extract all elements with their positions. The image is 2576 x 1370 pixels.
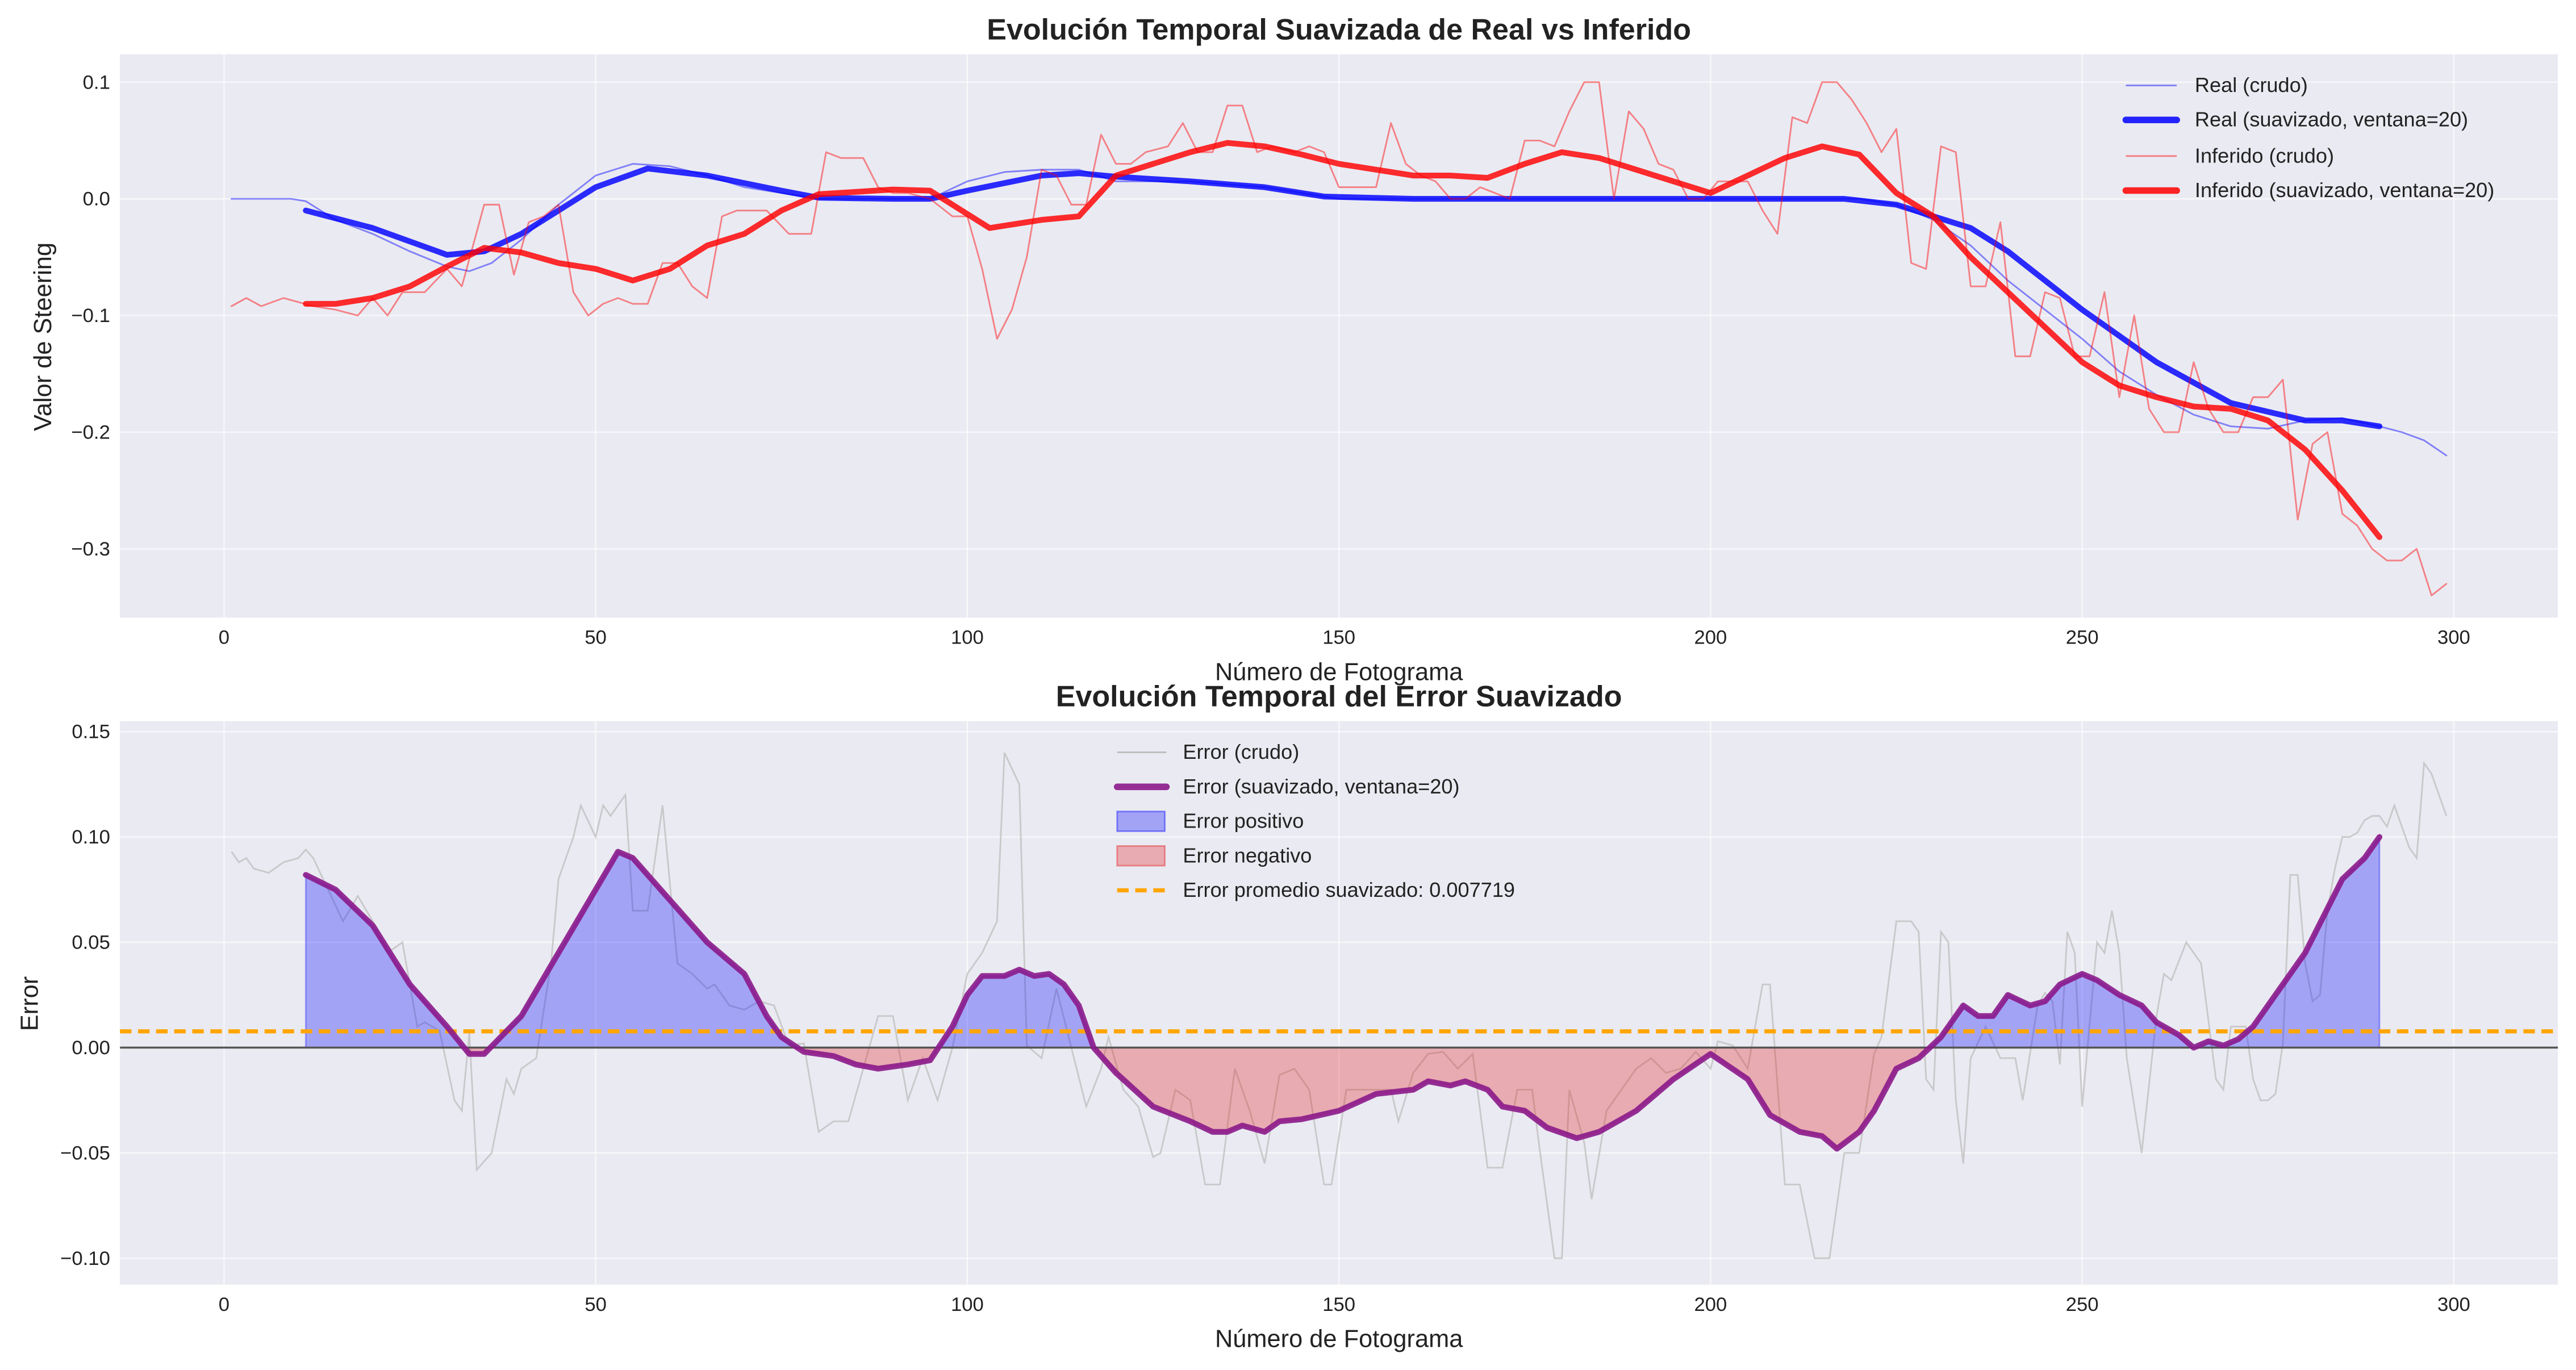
- bottom-y-axis-label: Error: [16, 976, 44, 1031]
- x-tick-label: 300: [2437, 1294, 2470, 1315]
- y-tick-label: −0.3: [71, 538, 110, 560]
- real-smoothed-line: [303, 165, 2383, 429]
- bottom-chart: 0 50 100 150 200 250 300 0.15 0.10 0.05 0.00 −0.05 −…: [16, 680, 2558, 1353]
- y-tick-label: −0.2: [71, 421, 110, 443]
- legend-label-real-smoothed: Real (suavizado, ventana=20): [2195, 108, 2468, 131]
- legend-swatch-error-negative: [1116, 845, 1166, 867]
- y-tick-label: 0.0: [83, 189, 110, 210]
- legend-label-error-negative: Error negativo: [1183, 843, 1312, 867]
- x-tick-label: 0: [219, 1294, 229, 1315]
- x-tick-label: 100: [951, 1294, 984, 1315]
- y-tick-label: 0.1: [83, 72, 110, 93]
- x-tick-label: 250: [2066, 1294, 2099, 1315]
- y-tick-label: 0.00: [72, 1037, 110, 1059]
- legend-label-error-positive: Error positivo: [1183, 809, 1304, 833]
- y-tick-label: −0.05: [60, 1142, 110, 1164]
- x-tick-label: 100: [951, 627, 984, 649]
- inferred-smoothed-line: [303, 140, 2383, 540]
- bottom-x-axis-label: Número de Fotograma: [1215, 1326, 1463, 1353]
- bottom-chart-title: Evolución Temporal del Error Suavizado: [1056, 680, 1622, 713]
- top-series: [231, 81, 2448, 596]
- bottom-series: [120, 752, 2558, 1259]
- bottom-tick-labels: 0 50 100 150 200 250 300 0.15 0.10 0.05 0.00 −0.05 −…: [60, 721, 2470, 1315]
- legend-label-inferred-smoothed: Inferido (suavizado, ventana=20): [2195, 178, 2494, 202]
- x-tick-label: 200: [1694, 627, 1727, 649]
- x-tick-label: 250: [2066, 627, 2099, 649]
- x-tick-label: 50: [584, 627, 607, 649]
- legend-swatch-error-positive: [1116, 811, 1166, 832]
- y-tick-label: 0.05: [72, 932, 110, 954]
- top-legend: Real (crudo) Real (suavizado, ventana=20…: [2122, 73, 2494, 202]
- y-tick-label: −0.1: [71, 305, 110, 327]
- top-chart-title: Evolución Temporal Suavizada de Real vs …: [987, 13, 1691, 46]
- bottom-legend: Error (crudo) Error (suavizado, ventana=…: [1113, 740, 1515, 901]
- x-tick-label: 300: [2437, 627, 2470, 649]
- legend-label-error-raw: Error (crudo): [1183, 740, 1299, 763]
- top-y-axis-label: Valor de Steering: [30, 243, 57, 431]
- y-tick-label: 0.15: [72, 721, 110, 743]
- error-smoothed-line: [303, 834, 2383, 1152]
- legend-label-inferred-raw: Inferido (crudo): [2195, 144, 2334, 167]
- top-x-axis-label: Número de Fotograma: [1215, 658, 1463, 686]
- x-tick-label: 150: [1322, 627, 1355, 649]
- inferred-raw-line: [231, 81, 2448, 596]
- top-tick-labels: 0 50 100 150 200 250 300 0.1 0.0 −0.1 −0.2 −0.3: [71, 72, 2470, 648]
- legend-label-real-raw: Real (crudo): [2195, 73, 2308, 97]
- real-raw-line: [231, 163, 2448, 457]
- x-tick-label: 150: [1322, 1294, 1355, 1315]
- x-tick-label: 50: [584, 1294, 607, 1315]
- error-raw-line: [231, 752, 2448, 1259]
- top-gridlines: [120, 54, 2558, 618]
- x-tick-label: 0: [219, 627, 229, 649]
- y-tick-label: −0.10: [60, 1248, 110, 1269]
- legend-label-error-smoothed: Error (suavizado, ventana=20): [1183, 775, 1459, 798]
- legend-label-mean-error: Error promedio suavizado: 0.007719: [1183, 878, 1515, 901]
- top-chart: 0 50 100 150 200 250 300 0.1 0.0 −0.1 −0.2 −0.3 Evo…: [30, 13, 2558, 686]
- x-tick-label: 200: [1694, 1294, 1727, 1315]
- y-tick-label: 0.10: [72, 826, 110, 848]
